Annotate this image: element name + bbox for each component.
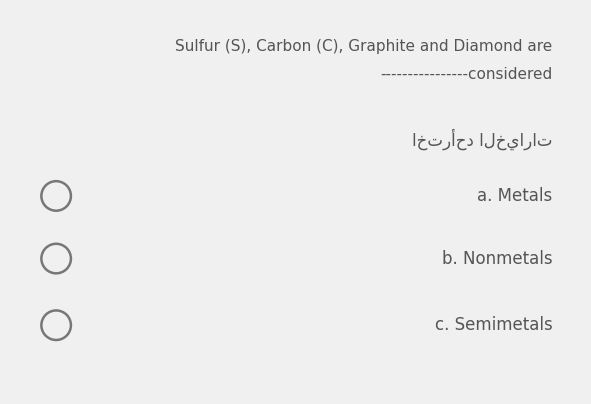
Text: c. Semimetals: c. Semimetals (435, 316, 553, 334)
Text: b. Nonmetals: b. Nonmetals (442, 250, 553, 267)
Text: a. Metals: a. Metals (478, 187, 553, 205)
Text: اخترأحد الخيارات: اخترأحد الخيارات (412, 128, 553, 150)
Text: ----------------considered: ----------------considered (381, 67, 553, 82)
Text: Sulfur (S), Carbon (C), Graphite and Diamond are: Sulfur (S), Carbon (C), Graphite and Dia… (176, 39, 553, 54)
